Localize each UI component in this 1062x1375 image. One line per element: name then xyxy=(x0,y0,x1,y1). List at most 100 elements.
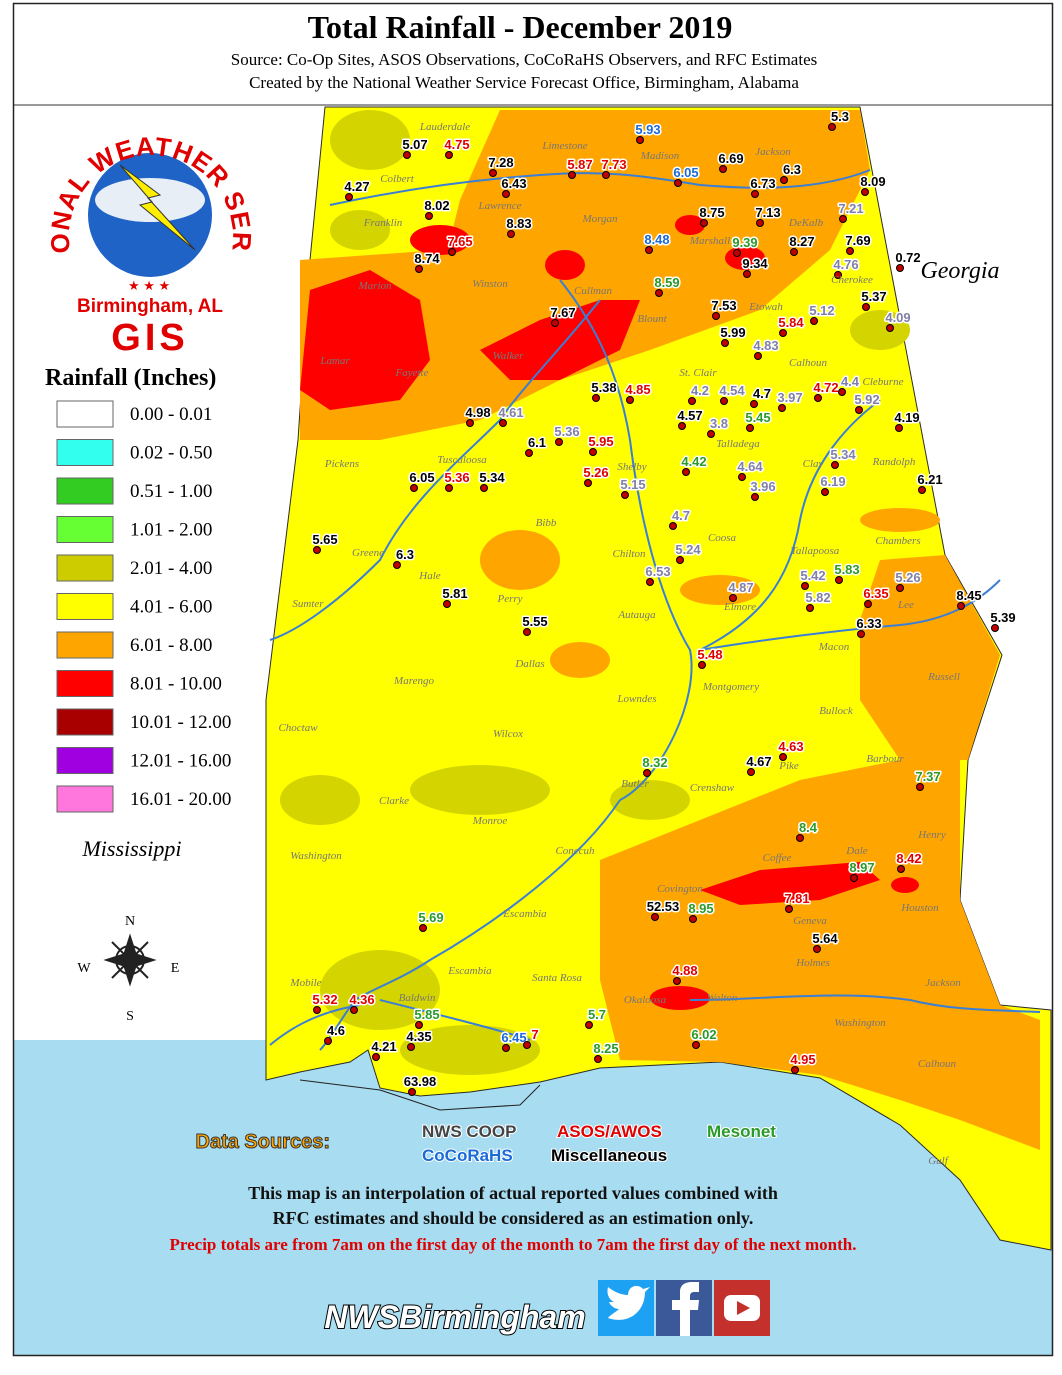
station-value: 4.95 xyxy=(790,1052,815,1067)
station-value: 8.75 xyxy=(699,205,724,220)
station-dot xyxy=(855,406,863,414)
station-dot xyxy=(801,582,809,590)
county-label: Shelby xyxy=(617,461,646,473)
county-label: Bullock xyxy=(819,705,854,717)
compass-rose xyxy=(103,933,157,987)
station-dot xyxy=(592,394,600,402)
station-dot xyxy=(408,1088,416,1096)
county-label: Perry xyxy=(496,593,522,605)
county-label: Covington xyxy=(657,883,703,895)
station-value: 5.3 xyxy=(831,109,849,124)
county-label: Walton xyxy=(707,992,738,1004)
data-sources-title: Data Sources: xyxy=(196,1131,331,1153)
station-dot xyxy=(698,661,706,669)
station-value: 6.53 xyxy=(645,564,670,579)
station-value: 6.05 xyxy=(673,165,698,180)
station-value: 5.69 xyxy=(418,910,443,925)
station-dot xyxy=(918,486,926,494)
legend-label: 0.00 - 0.01 xyxy=(130,404,212,425)
station-dot xyxy=(393,561,401,569)
station-value: 5.83 xyxy=(834,562,859,577)
station-dot xyxy=(646,578,654,586)
station-value: 4.4 xyxy=(841,374,860,389)
station-value: 5.36 xyxy=(444,470,469,485)
legend-swatch xyxy=(56,477,114,505)
station-dot xyxy=(499,419,507,427)
station-dot xyxy=(689,915,697,923)
station-value: 4.21 xyxy=(371,1039,396,1054)
station-dot xyxy=(895,424,903,432)
station-value: 6.33 xyxy=(856,616,881,631)
station-value: 4.88 xyxy=(672,963,697,978)
station-dot xyxy=(345,193,353,201)
station-dot xyxy=(828,123,836,131)
station-value: 4.7 xyxy=(672,508,690,523)
legend-title: Rainfall (Inches) xyxy=(45,365,216,391)
station-dot xyxy=(756,219,764,227)
county-label: Cleburne xyxy=(863,376,904,388)
county-label: Dale xyxy=(845,845,868,857)
created-line: Created by the National Weather Service … xyxy=(249,73,799,92)
station-dot xyxy=(846,247,854,255)
station-dot xyxy=(551,319,559,327)
station-value: 4.35 xyxy=(406,1029,431,1044)
station-dot xyxy=(502,1044,510,1052)
county-label: Marengo xyxy=(393,675,434,687)
station-value: 6.05 xyxy=(409,470,434,485)
station-value: 4.61 xyxy=(498,405,523,420)
station-dot xyxy=(754,352,762,360)
station-value: 3.8 xyxy=(710,416,728,431)
station-value: 8.45 xyxy=(956,588,981,603)
station-dot xyxy=(676,556,684,564)
station-dot xyxy=(785,905,793,913)
station-dot xyxy=(864,600,872,608)
station-dot xyxy=(621,491,629,499)
source-label: ASOS/AWOS xyxy=(557,1122,662,1141)
station-dot xyxy=(780,176,788,184)
station-value: 8.32 xyxy=(642,755,667,770)
station-value: 4.19 xyxy=(894,410,919,425)
station-value: 6.43 xyxy=(501,176,526,191)
county-label: Lee xyxy=(897,599,914,611)
station-value: 6.21 xyxy=(917,472,942,487)
station-dot xyxy=(407,1043,415,1051)
station-value: 7.21 xyxy=(838,201,863,216)
legend-swatch xyxy=(56,439,114,466)
county-label: Baldwin xyxy=(399,992,436,1004)
station-dot xyxy=(834,271,842,279)
station-dot xyxy=(410,484,418,492)
station-dot xyxy=(585,1021,593,1029)
county-label: Calhoun xyxy=(918,1058,956,1070)
station-dot xyxy=(636,136,644,144)
county-label: Okaloosa xyxy=(624,994,667,1006)
county-label: Pickens xyxy=(324,458,359,470)
station-dot xyxy=(707,430,715,438)
station-dot xyxy=(850,874,858,882)
station-dot xyxy=(594,1055,602,1063)
station-value: 5.26 xyxy=(895,570,920,585)
station-dot xyxy=(489,169,497,177)
station-value: 4.75 xyxy=(444,137,469,152)
rain-6-8 xyxy=(300,110,1040,1150)
station-dot xyxy=(991,624,999,632)
rain-8-10 xyxy=(300,215,919,1010)
station-dot xyxy=(813,945,821,953)
data-sources: NWS COOP ASOS/AWOS Mesonet CoCoRaHS Miscella… xyxy=(421,1121,777,1166)
station-value: 5.07 xyxy=(402,137,427,152)
state-label: Georgia xyxy=(920,258,999,284)
station-value: 6.35 xyxy=(863,586,888,601)
station-dot xyxy=(643,769,651,777)
county-label: Cullman xyxy=(574,285,612,297)
county-label: Lowndes xyxy=(616,693,656,705)
station-value: 7.69 xyxy=(845,233,870,248)
station-dot xyxy=(700,219,708,227)
station-value: 5.93 xyxy=(635,122,660,137)
legend-label: 16.01 - 20.00 xyxy=(130,789,231,810)
station-value: 5.99 xyxy=(720,325,745,340)
header-background xyxy=(14,4,1052,105)
legend-label: 2.01 - 4.00 xyxy=(130,558,212,579)
station-dot xyxy=(682,468,690,476)
station-dot xyxy=(886,324,894,332)
station-value: 5.12 xyxy=(809,303,834,318)
station-value: 4.72 xyxy=(813,380,838,395)
